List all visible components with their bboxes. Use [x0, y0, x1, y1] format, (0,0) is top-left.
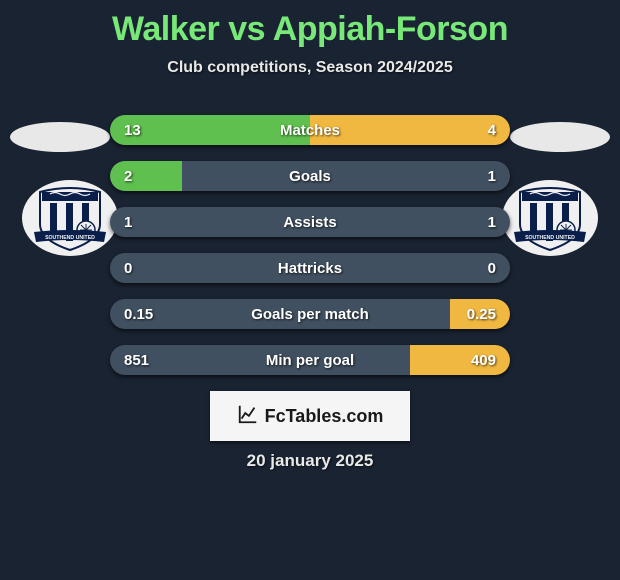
stats-list: 134Matches 21Goals 11Assists 00Hattricks 0.1…: [110, 115, 510, 375]
stat-label: Goals per match: [110, 306, 510, 323]
brand-text: FcTables.com: [265, 406, 384, 427]
player1-club-crest: SOUTHEND UNITED: [20, 178, 120, 258]
comparison-card: Walker vs Appiah-Forson Club competition…: [0, 0, 620, 580]
stat-label: Hattricks: [110, 260, 510, 277]
page-title: Walker vs Appiah-Forson: [0, 10, 620, 49]
stat-row: 11Assists: [110, 207, 510, 237]
player2-name: Appiah-Forson: [273, 10, 508, 48]
player1-avatar-placeholder: [10, 122, 110, 152]
chart-icon: [237, 403, 259, 430]
stat-label: Matches: [110, 122, 510, 139]
vs-text: vs: [228, 10, 265, 48]
svg-text:SOUTHEND UNITED: SOUTHEND UNITED: [45, 235, 95, 241]
player2-club-crest: SOUTHEND UNITED: [500, 178, 600, 258]
player1-name: Walker: [112, 10, 219, 48]
stat-row: 134Matches: [110, 115, 510, 145]
stat-row: 851409Min per goal: [110, 345, 510, 375]
stat-row: 21Goals: [110, 161, 510, 191]
player2-avatar-placeholder: [510, 122, 610, 152]
stat-label: Min per goal: [110, 352, 510, 369]
date-text: 20 january 2025: [0, 451, 620, 471]
subtitle: Club competitions, Season 2024/2025: [0, 59, 620, 77]
stat-label: Assists: [110, 214, 510, 231]
svg-text:SOUTHEND UNITED: SOUTHEND UNITED: [525, 235, 575, 241]
stat-row: 0.150.25Goals per match: [110, 299, 510, 329]
stat-row: 00Hattricks: [110, 253, 510, 283]
brand-badge[interactable]: FcTables.com: [210, 391, 410, 441]
stat-label: Goals: [110, 168, 510, 185]
